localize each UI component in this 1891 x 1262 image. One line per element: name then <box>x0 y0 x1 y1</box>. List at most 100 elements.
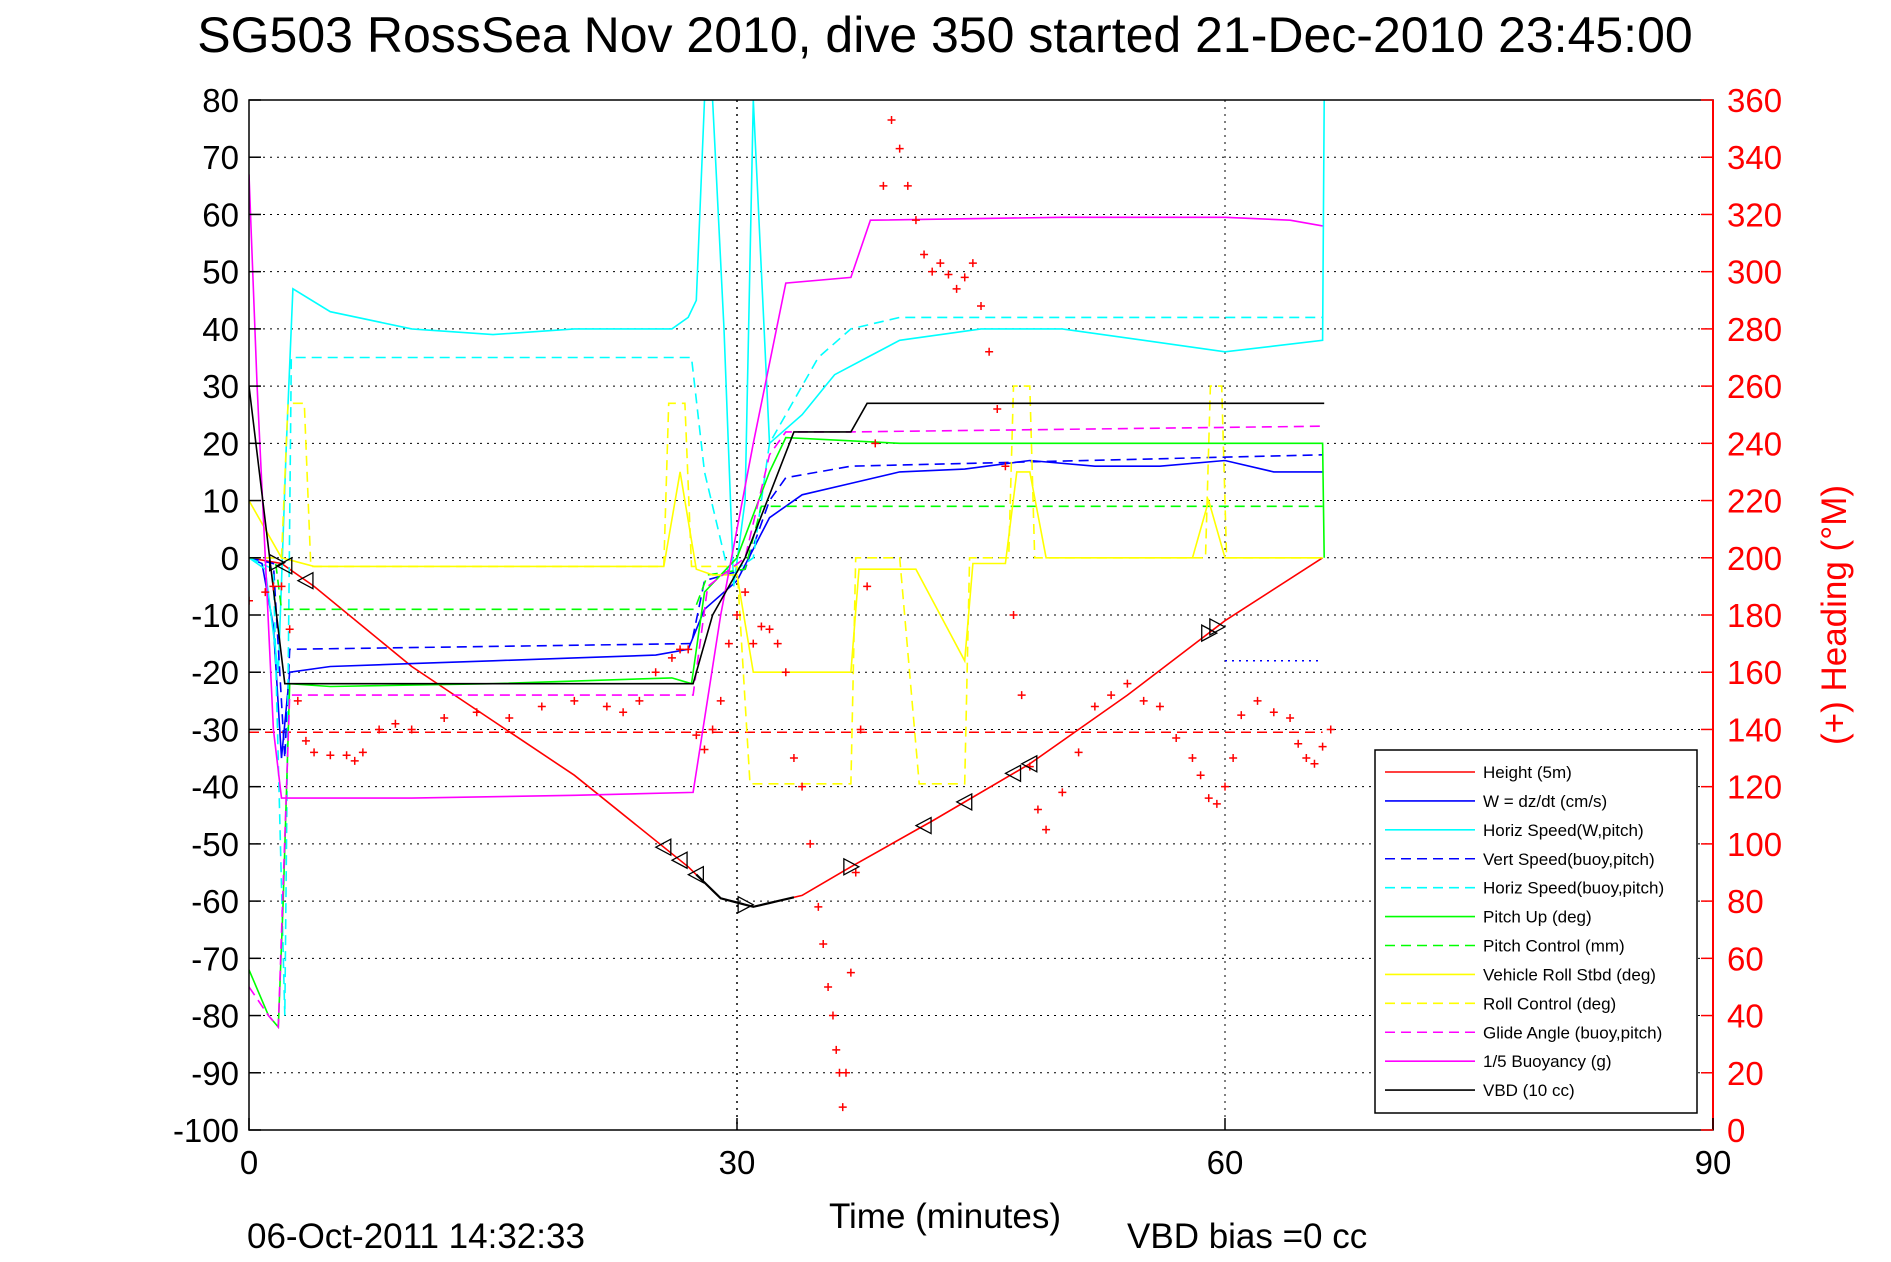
height-triangle <box>843 857 861 876</box>
y-tick-label: 10 <box>202 483 239 520</box>
heading-point <box>832 1045 841 1054</box>
heading-point <box>828 1011 837 1020</box>
y-tick-label: -90 <box>191 1055 239 1092</box>
heading-point <box>391 719 400 728</box>
heading-point <box>936 259 945 268</box>
y-right-tick-label: 100 <box>1727 826 1782 863</box>
heading-point <box>342 751 351 760</box>
legend-label: Vert Speed(buoy,pitch) <box>1483 850 1655 869</box>
y-tick-label: -20 <box>191 654 239 691</box>
heading-point <box>1294 739 1303 748</box>
heading-point <box>911 216 920 225</box>
heading-point <box>619 708 628 717</box>
y-right-tick-label: 240 <box>1727 425 1782 462</box>
y-right-tick-label: 260 <box>1727 368 1782 405</box>
heading-point <box>293 696 302 705</box>
height-triangle <box>686 865 704 884</box>
y-tick-label: -40 <box>191 769 239 806</box>
heading-point <box>887 116 896 125</box>
heading-point <box>1286 714 1295 722</box>
height-triangle-markers <box>269 553 1227 914</box>
heading-point <box>781 668 790 677</box>
heading-point <box>505 714 514 722</box>
heading-point <box>985 347 994 356</box>
y-tick-label: 40 <box>202 311 239 348</box>
heading-point <box>635 696 644 705</box>
heading-point <box>1058 788 1067 797</box>
heading-point <box>684 645 693 654</box>
y-right-tick-label: 280 <box>1727 311 1782 348</box>
y-tick-label: -50 <box>191 826 239 863</box>
heading-point <box>819 940 828 949</box>
y-right-tick-label: 140 <box>1727 711 1782 748</box>
heading-point <box>749 639 758 648</box>
heading-point <box>570 696 579 705</box>
heading-point <box>1033 805 1042 814</box>
heading-point <box>903 181 912 190</box>
height-triangle <box>670 851 688 870</box>
y-tick-label: -10 <box>191 597 239 634</box>
heading-point <box>856 725 865 734</box>
heading-point <box>1204 794 1213 803</box>
legend-label: Roll Control (deg) <box>1483 994 1616 1013</box>
heading-point <box>350 756 359 765</box>
series-line <box>249 505 1323 611</box>
heading-point <box>841 1068 850 1077</box>
heading-point <box>326 751 335 760</box>
heading-point <box>1302 754 1311 763</box>
y-right-tick-label: 0 <box>1727 1112 1745 1149</box>
heading-point <box>1221 782 1229 791</box>
heading-point <box>806 839 815 848</box>
y-tick-label: 70 <box>202 139 239 176</box>
heading-point <box>879 181 888 190</box>
y-right-tick-label: 40 <box>1727 998 1764 1035</box>
heading-point <box>1212 799 1221 808</box>
heading-point <box>651 668 660 677</box>
heading-point <box>920 250 929 259</box>
legend-label: Pitch Up (deg) <box>1483 908 1592 927</box>
legend-label: 1/5 Buoyancy (g) <box>1483 1052 1612 1071</box>
heading-point <box>952 284 961 293</box>
height-triangle <box>737 895 755 914</box>
heading-point <box>277 582 286 591</box>
heading-point <box>1269 708 1278 717</box>
legend-label: Horiz Speed(W,pitch) <box>1483 821 1644 840</box>
x-axis-label: Time (minutes) <box>829 1197 1061 1236</box>
y-right-tick-label: 120 <box>1727 769 1782 806</box>
apogee-segment <box>695 873 795 908</box>
heading-point <box>741 588 750 597</box>
legend-label: Horiz Speed(buoy,pitch) <box>1483 879 1664 898</box>
footer-vbd-bias: VBD bias =0 cc <box>1127 1217 1367 1256</box>
heading-point <box>765 625 774 634</box>
y-tick-label: 80 <box>202 82 239 119</box>
heading-point <box>1172 734 1181 743</box>
legend-label: W = dz/dt (cm/s) <box>1483 792 1607 811</box>
heading-point <box>716 696 725 705</box>
heading-point <box>977 302 985 310</box>
y-right-tick-label: 320 <box>1727 196 1782 233</box>
x-tick-label: 30 <box>719 1144 756 1181</box>
height-triangle <box>654 838 672 857</box>
heading-point <box>814 902 823 911</box>
chart-title: SG503 RossSea Nov 2010, dive 350 started… <box>197 7 1692 63</box>
y-right-tick-label: 200 <box>1727 540 1782 577</box>
heading-point <box>708 725 717 734</box>
series-line <box>249 436 1325 1030</box>
legend-label: VBD (10 cc) <box>1483 1081 1575 1100</box>
y-right-tick-label: 80 <box>1727 883 1764 920</box>
y-right-axis-ticks: 3603403203002802602402202001801601401201… <box>1701 82 1782 1149</box>
heading-markers <box>249 116 1335 1112</box>
heading-point <box>789 754 798 763</box>
heading-point <box>472 708 481 717</box>
heading-point <box>1042 825 1051 834</box>
height-triangle <box>914 816 932 835</box>
heading-point <box>602 702 611 711</box>
y-axis-ticks: 80 70 60 50 40 30 20 10 0 -10 -20 -30 -40 -50 -60 -70 -8… <box>173 82 261 1149</box>
height-triangle <box>955 792 973 812</box>
heading-point <box>993 405 1002 413</box>
heading-point <box>1139 696 1148 705</box>
height-triangle <box>1020 754 1038 773</box>
y-right-tick-label: 360 <box>1727 82 1782 119</box>
series-line <box>249 386 1325 685</box>
